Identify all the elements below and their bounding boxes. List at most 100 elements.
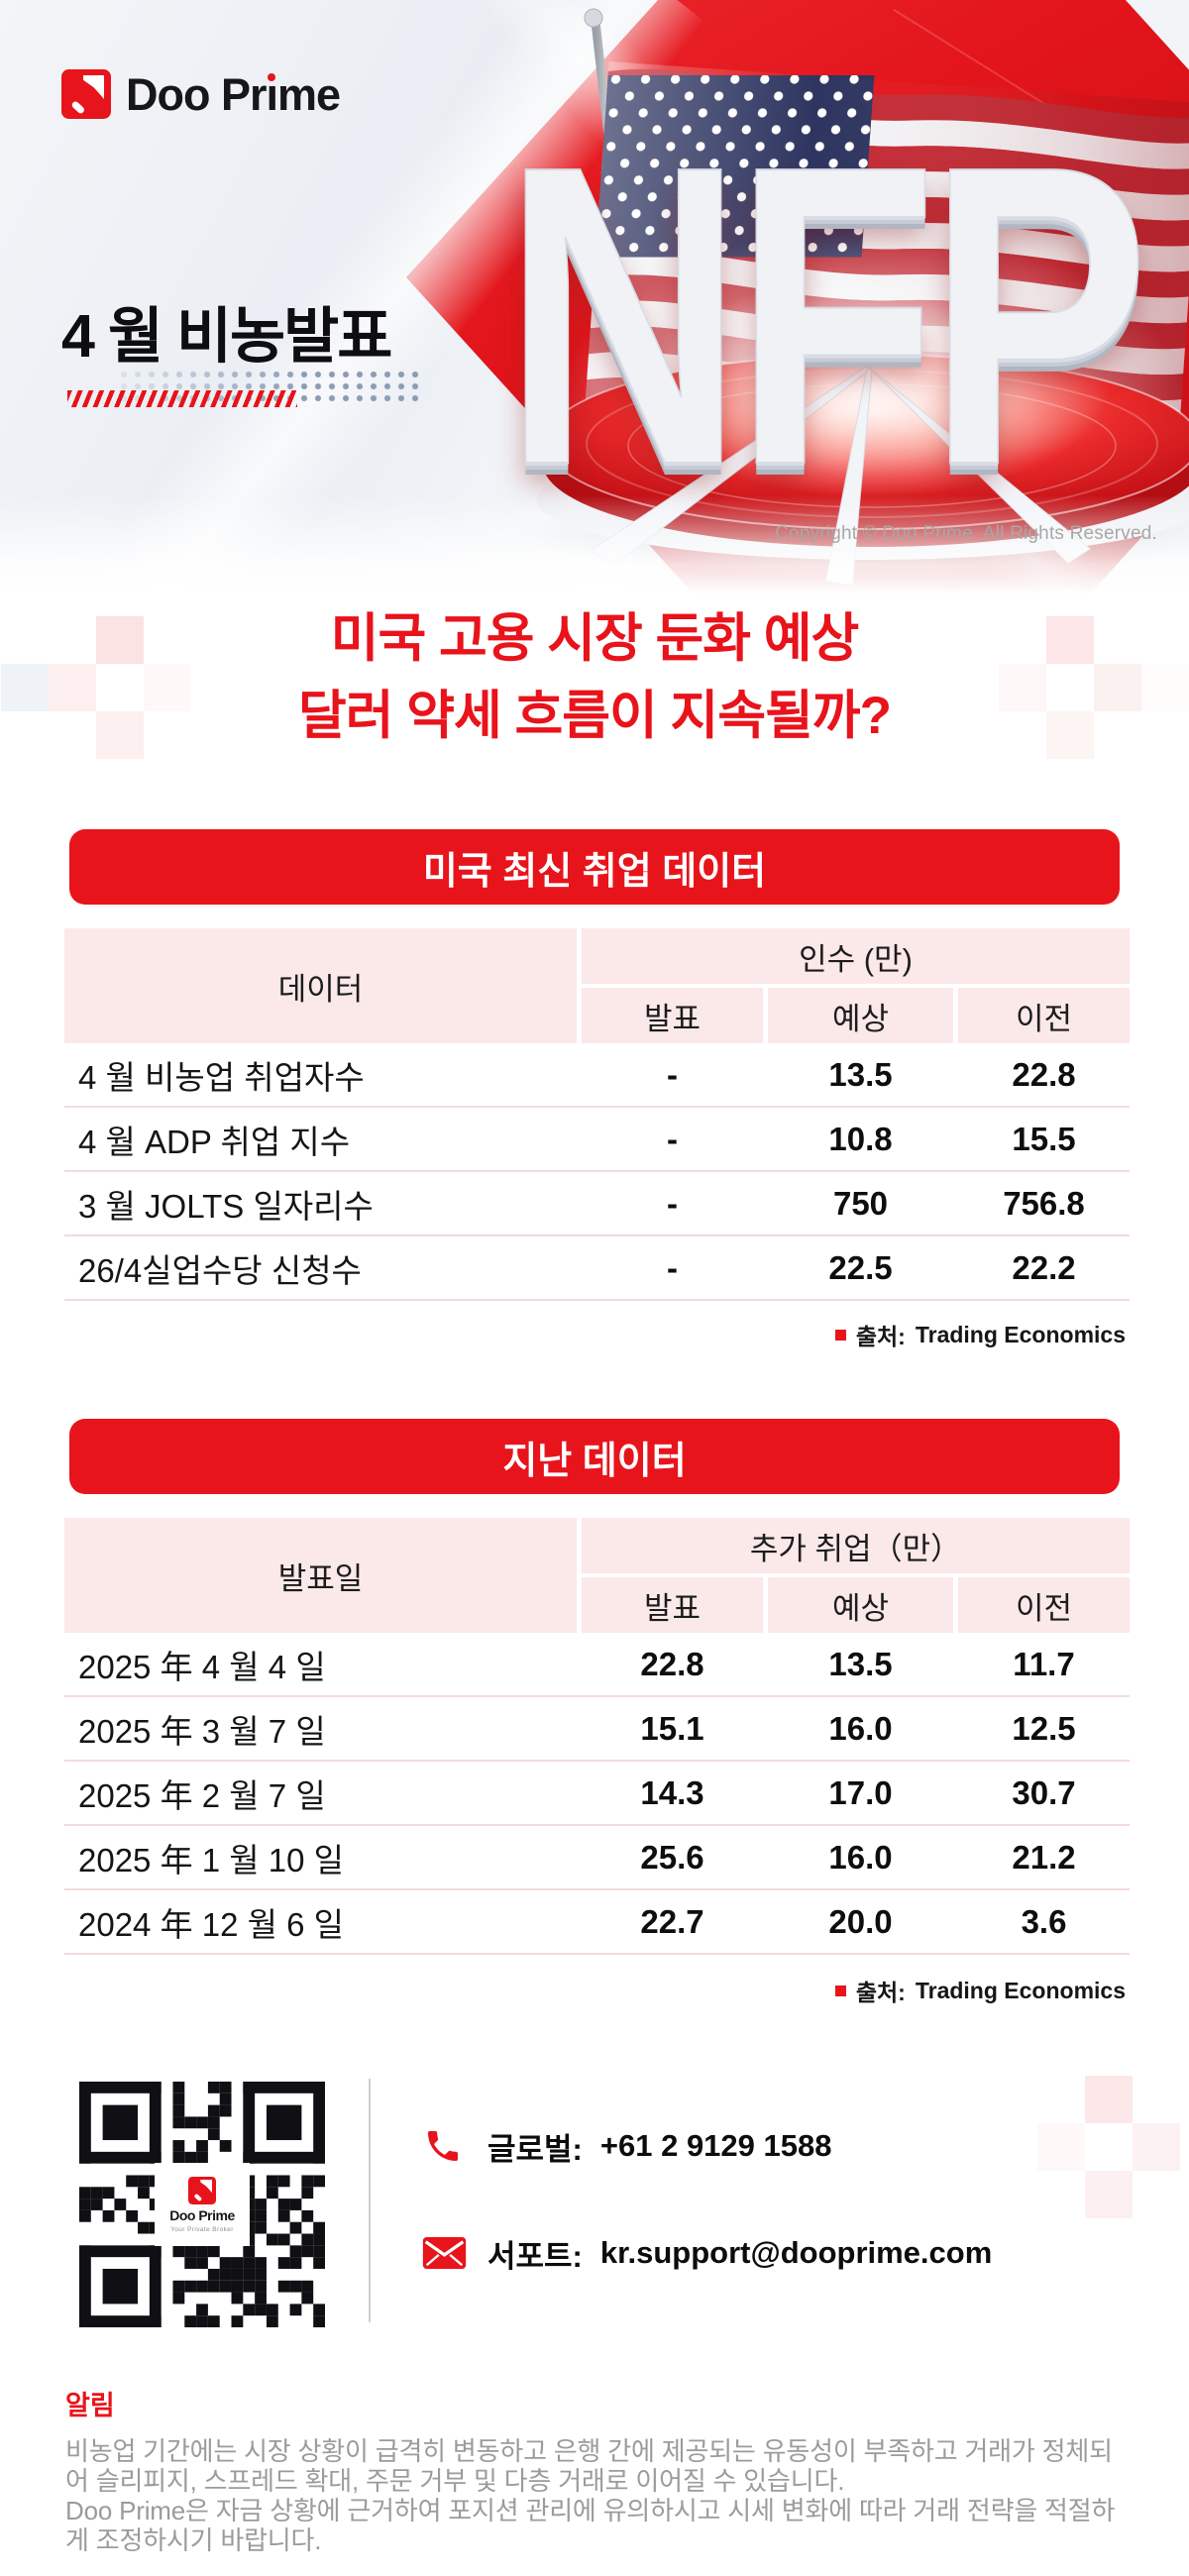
nfp-3d-text: NFP [502,78,1150,554]
wordmark-pre: Doo Pr [126,68,268,120]
row-label: 2025 年 4 월 4 일 [78,1648,326,1685]
history-table-body: 2025 年 4 월 4 일 22.8 13.5 11.7 2025 年 3 월… [64,1633,1130,1955]
notice-title: 알림 [65,2391,115,2420]
row-expected: 16.0 [828,1709,893,1747]
row-announced: 15.1 [640,1709,704,1747]
row-label: 4 월 ADP 취업 지수 [78,1123,351,1160]
source-note: 출처: Trading Economics [834,1318,1126,1351]
wordmark-post: me [277,68,341,120]
table-row: 2025 年 2 월 7 일 14.3 17.0 30.7 [64,1762,1130,1826]
checker-decoration [49,664,96,711]
row-announced: - [667,1184,678,1222]
table-row: 3 월 JOLTS 일자리수 - 750 756.8 [64,1172,1130,1236]
history-header-date: 발표일 [64,1518,577,1633]
jobs-table-header: 데이터 인수 (만) 발표 예상 이전 [64,928,1130,1043]
row-previous: 756.8 [1003,1184,1085,1222]
row-label: 4 월 비농업 취업자수 [78,1058,365,1096]
checker-decoration [1,664,49,711]
row-announced: 22.7 [640,1902,704,1940]
checker-decoration [1133,2123,1180,2171]
jobs-header-data: 데이터 [64,928,577,1043]
table-row: 2025 年 3 월 7 일 15.1 16.0 12.5 [64,1697,1130,1762]
row-expected: 16.0 [828,1838,893,1876]
checker-decoration [96,616,144,664]
row-label: 2025 年 2 월 7 일 [78,1776,326,1814]
footer-disclaimer: 알림 비농업 기간에는 시장 상황이 급격히 변동하고 은행 간에 제공되는 유… [65,2384,1134,2556]
copyright-text: Copyright © Doo Prime. All Rights Reserv… [775,523,1157,544]
row-announced: - [667,1248,678,1286]
source-name: Trading Economics [915,1321,1126,1347]
source-bullet-icon [834,1329,846,1341]
source-label: 출처: [855,1980,906,2005]
row-announced: 25.6 [640,1838,704,1876]
row-label: 2024 年 12 월 6 일 [78,1905,345,1943]
jobs-table-body: 4 월 비농업 취업자수 - 13.5 22.8 4 월 ADP 취업 지수 -… [64,1043,1130,1301]
row-label: 26/4실업수당 신청수 [78,1251,362,1289]
row-label: 2025 年 1 월 10 일 [78,1841,345,1878]
row-expected: 10.8 [828,1120,893,1157]
notice-paragraph-1: 비농업 기간에는 시장 상황이 급격히 변동하고 은행 간에 제공되는 유동성이… [65,2436,1113,2497]
row-previous: 15.5 [1012,1120,1076,1157]
row-expected: 22.5 [828,1248,893,1286]
hatch-stripe-decoration [67,390,297,407]
row-expected: 750 [832,1184,889,1222]
checker-decoration [1085,2171,1133,2218]
vertical-divider [369,2079,371,2322]
checker-decoration [1046,711,1094,759]
jobs-header-group: 인수 (만) [582,928,1130,984]
row-expected: 13.5 [828,1055,893,1093]
source-note: 출처: Trading Economics [834,1974,1126,2007]
checker-decoration [1046,616,1094,664]
banner-bottom-fade [0,495,1189,594]
row-expected: 17.0 [828,1773,893,1811]
row-expected: 13.5 [828,1645,893,1682]
checker-decoration [1085,2076,1133,2123]
poster-title: 4 월 비농발표 [61,301,392,370]
table-row: 4 월 비농업 취업자수 - 13.5 22.8 [64,1043,1130,1108]
row-announced: - [667,1120,678,1157]
checker-decoration [1094,664,1141,711]
phone-label: 글로벌: [487,2131,583,2167]
row-announced: - [667,1055,678,1093]
row-previous: 21.2 [1012,1838,1076,1876]
history-header-previous: 이전 [958,1577,1130,1633]
doo-prime-logo-icon [188,2176,216,2204]
email-address: kr.support@dooprime.com [599,2235,993,2270]
row-previous: 3.6 [1021,1902,1067,1940]
checker-decoration [1037,2123,1085,2171]
notice-paragraph-2: Doo Prime은 자금 상황에 근거하여 포지션 관리에 유의하시고 시세 … [65,2496,1116,2556]
table-row: 2025 年 4 월 4 일 22.8 13.5 11.7 [64,1633,1130,1697]
row-expected: 20.0 [828,1902,893,1940]
qr-center-logo: Doo Prime Your Private Broker [155,2163,250,2246]
qr-code [79,2082,325,2327]
row-announced: 22.8 [640,1645,704,1682]
row-previous: 11.7 [1013,1645,1075,1682]
qr-brand-text: Doo Prime [169,2206,235,2223]
source-name: Trading Economics [915,1977,1126,2003]
qr-tagline-text: Your Private Broker [170,2225,234,2233]
jobs-header-expected: 예상 [768,988,953,1043]
row-label: 2025 年 3 월 7 일 [78,1712,326,1750]
email-row: 서포트: kr.support@dooprime.com [487,2231,992,2275]
section-title-latest-jobs: 미국 최신 취업 데이터 [69,829,1120,905]
email-label: 서포트: [487,2238,583,2274]
phone-icon [428,2131,458,2161]
section-title-past-data: 지난 데이터 [69,1419,1120,1494]
row-label: 3 월 JOLTS 일자리수 [78,1187,374,1225]
checker-decoration [144,664,191,711]
wordmark-i-char: ı [266,68,278,120]
table-row: 26/4실업수당 신청수 - 22.5 22.2 [64,1236,1130,1301]
wordmark-i: ı [267,72,278,117]
checker-decoration [999,664,1046,711]
headline-line2: 달러 약세 흐름이 지속될까? [298,686,892,745]
checker-decoration [1141,664,1189,711]
history-header-expected: 예상 [768,1577,953,1633]
table-row: 2024 年 12 월 6 일 22.7 20.0 3.6 [64,1890,1130,1955]
row-previous: 30.7 [1012,1773,1076,1811]
table-row: 4 월 ADP 취업 지수 - 10.8 15.5 [64,1108,1130,1172]
doo-prime-logo-icon [61,69,111,119]
row-previous: 22.8 [1012,1055,1076,1093]
history-header-announced: 발표 [582,1577,763,1633]
jobs-header-previous: 이전 [958,988,1130,1043]
